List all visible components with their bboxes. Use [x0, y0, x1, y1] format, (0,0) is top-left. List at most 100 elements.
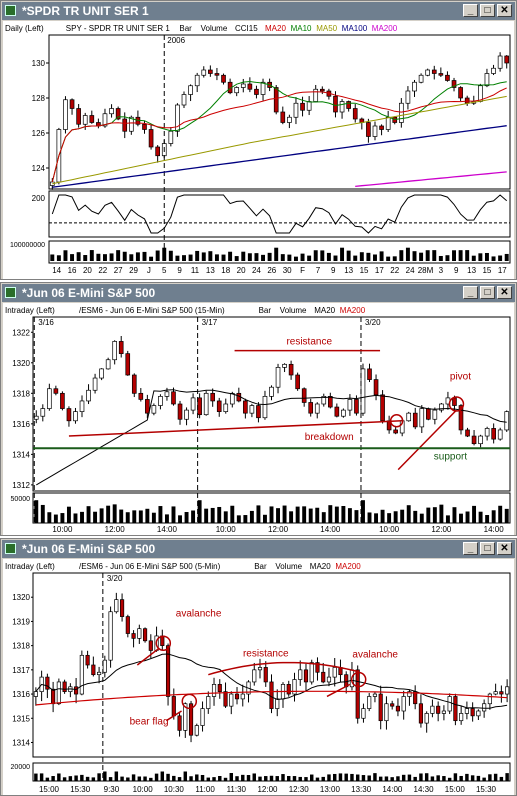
maximize-button[interactable]: □ [480, 286, 495, 299]
chart-window-icon [5, 543, 16, 554]
date-label: 3/20 [107, 574, 123, 583]
m15-candle [327, 396, 333, 408]
m15-candle [197, 397, 202, 416]
x-axis-label: 13 [206, 266, 215, 275]
daily-candle [128, 116, 134, 132]
m5-candle [476, 710, 481, 717]
x-axis-label: 15 [360, 266, 369, 275]
maximize-button[interactable]: □ [480, 4, 495, 17]
m5-candle [177, 715, 182, 731]
ma20-line [36, 389, 507, 486]
volume-bar [66, 506, 71, 523]
m15-candle [295, 374, 300, 390]
volume-bar [214, 254, 219, 261]
trendline [68, 420, 402, 437]
volume-bar [432, 250, 437, 261]
price-tick-label: 1312 [12, 481, 30, 490]
volume-bar [327, 774, 331, 781]
window-titlebar[interactable]: *Jun 06 E-Mini S&P 500 _ □ ✕ [2, 284, 515, 302]
volume-bar [114, 771, 119, 781]
legend-item: Volume [275, 562, 302, 571]
volume-bar [452, 507, 457, 523]
m5-candle [401, 696, 406, 712]
m15-candle [203, 392, 209, 416]
price-tick-label: 1315 [12, 714, 30, 723]
avalanche-arrow [136, 647, 160, 666]
volume-bar [125, 512, 130, 523]
close-button[interactable]: ✕ [497, 542, 512, 555]
ma20-line [35, 653, 508, 709]
maximize-button[interactable]: □ [480, 542, 495, 555]
breakdown-label: breakdown [305, 432, 354, 443]
volume-bar [204, 508, 209, 523]
x-axis-label: 12:00 [431, 525, 452, 534]
volume-bar [103, 254, 107, 261]
volume-bar [151, 512, 156, 523]
x-axis-label: 10:00 [216, 525, 237, 534]
daily-candle [221, 74, 226, 83]
close-button[interactable]: ✕ [497, 286, 512, 299]
window-titlebar[interactable]: *SPDR TR UNIT SER 1 _ □ ✕ [2, 2, 515, 20]
daily-candle [293, 102, 299, 118]
m15-candle [131, 374, 137, 394]
m15-candle [412, 412, 418, 428]
legend-item: MA20 [310, 562, 331, 571]
m5-candle [229, 693, 234, 707]
minimize-button[interactable]: _ [463, 542, 478, 555]
x-axis-label: 10:00 [52, 525, 73, 534]
m5-candle [211, 684, 217, 697]
x-axis-label: 12:00 [268, 525, 289, 534]
volume-bar [438, 255, 443, 261]
daily-candle [168, 130, 174, 144]
daily-candle [352, 108, 358, 120]
x-axis-label: 12:00 [257, 785, 278, 794]
volume-bar [171, 506, 176, 523]
volume-bar [287, 254, 292, 261]
price-panel [32, 572, 511, 758]
x-axis-label: 13:00 [320, 785, 341, 794]
volume-bar [386, 256, 391, 261]
volume-bar [350, 773, 354, 781]
m15-candle [249, 405, 255, 414]
volume-bar [160, 771, 165, 781]
volume-bar [491, 256, 496, 261]
minimize-button[interactable]: _ [463, 4, 478, 17]
m5-candle [372, 693, 378, 697]
volume-bar [281, 774, 285, 781]
x-axis-label: 10:00 [379, 525, 400, 534]
legend-item: MA100 [342, 24, 368, 33]
m15-candle [158, 396, 163, 406]
m5-candle [309, 662, 314, 683]
m15-candle [243, 400, 248, 414]
volume-bar [241, 251, 246, 261]
m15-candle [86, 389, 91, 402]
volume-panel [48, 240, 511, 264]
m15-candle [504, 411, 510, 431]
volume-bar [447, 777, 452, 781]
m5-candle [355, 669, 360, 719]
volume-bar [287, 775, 291, 781]
window-titlebar[interactable]: *Jun 06 E-Mini S&P 500 _ □ ✕ [2, 540, 515, 558]
daily-candle [115, 108, 121, 120]
volume-bar [47, 512, 52, 523]
volume-bar [292, 776, 297, 781]
volume-bar [459, 775, 463, 781]
volume-bar [166, 773, 170, 781]
close-button[interactable]: ✕ [497, 4, 512, 17]
minimize-button[interactable]: _ [463, 286, 478, 299]
daily-candle [148, 129, 154, 148]
m15-candle [262, 396, 268, 419]
m5-candle [56, 681, 61, 705]
m15-candle [393, 429, 398, 434]
support-label: support [434, 451, 468, 462]
m5-candle [51, 688, 56, 705]
price-tick-label: 1317 [12, 666, 30, 675]
m5-candle [108, 611, 113, 661]
x-axis-label: 24 [406, 266, 415, 275]
daily-candle [194, 74, 200, 87]
intraday-5min-chart: Intraday (Left) /ESM6 - Jun 06 E-Mini S&P… [5, 562, 511, 794]
x-axis-label: 27 [114, 266, 123, 275]
x-axis-label: 15:00 [39, 785, 60, 794]
daily-candle [379, 125, 384, 130]
daily-candle [431, 69, 437, 74]
